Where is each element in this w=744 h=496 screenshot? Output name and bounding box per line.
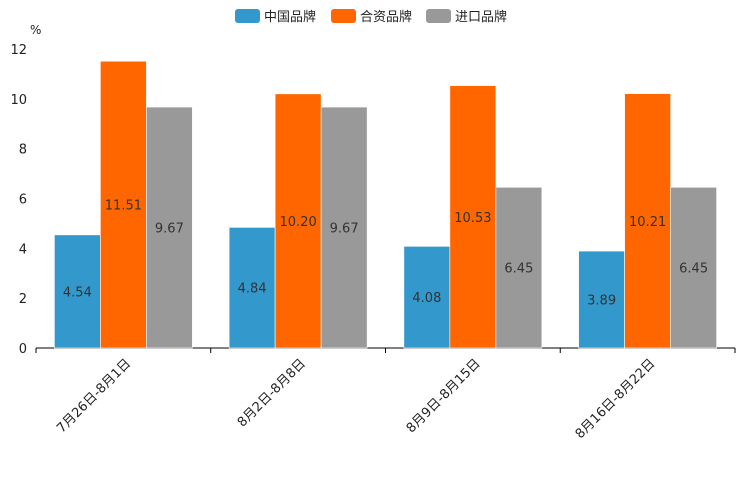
bar <box>403 246 451 349</box>
data-label: 10.20 <box>280 215 317 230</box>
data-label: 6.45 <box>504 262 533 277</box>
data-label: 4.84 <box>238 282 267 297</box>
y-tick-label: 2 <box>19 292 27 307</box>
y-tick-label: 4 <box>19 242 27 257</box>
legend: 中国品牌 合资品牌 进口品牌 <box>235 9 507 25</box>
y-tick-label: 8 <box>19 143 27 158</box>
y-tick-label: 6 <box>19 193 27 208</box>
x-axis: 7月26日-8月1日 8月2日-8月8日 8月9日-8月15日 8月16日-8月22日 <box>35 348 736 442</box>
bar <box>274 93 322 349</box>
legend-label: 进口品牌 <box>455 9 507 25</box>
data-label: 10.53 <box>454 211 491 226</box>
data-label: 9.67 <box>155 222 184 237</box>
bar <box>670 186 717 349</box>
x-tick-label: 8月16日-8月22日 <box>573 356 659 442</box>
legend-swatch <box>331 9 356 23</box>
y-axis-unit: % <box>30 23 41 37</box>
bars: 4.54 11.51 9.67 4.84 10.20 9.67 4.08 10.53 6.45 3… <box>54 60 717 349</box>
x-tick-label: 8月2日-8月8日 <box>235 356 309 430</box>
bar <box>146 106 193 349</box>
data-label: 9.67 <box>330 222 359 237</box>
y-tick-label: 10 <box>10 93 27 108</box>
y-tick-label: 12 <box>10 43 27 58</box>
legend-label: 中国品牌 <box>264 9 316 25</box>
legend-swatch <box>235 9 260 23</box>
y-tick-label: 0 <box>19 342 27 357</box>
data-label: 4.08 <box>412 291 441 306</box>
data-label: 11.51 <box>105 199 142 214</box>
bar <box>449 85 497 349</box>
data-label: 4.54 <box>63 285 92 300</box>
bar <box>228 227 276 349</box>
legend-label: 合资品牌 <box>360 9 412 25</box>
data-label: 10.21 <box>629 215 666 230</box>
bar <box>578 250 625 349</box>
x-tick-label: 8月9日-8月15日 <box>404 356 484 436</box>
legend-swatch <box>426 9 451 23</box>
bar <box>320 106 368 349</box>
bar <box>495 186 543 349</box>
bar <box>54 234 101 349</box>
data-label: 6.45 <box>679 262 708 277</box>
x-tick-label: 7月26日-8月1日 <box>54 356 134 436</box>
data-label: 3.89 <box>587 294 616 309</box>
bar <box>624 93 671 349</box>
